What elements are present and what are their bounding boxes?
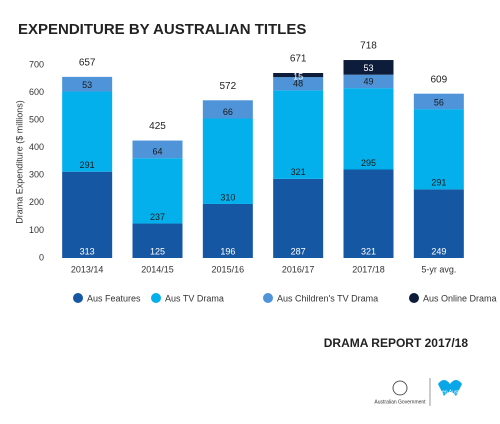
logo-right: Screen Australia xyxy=(432,380,469,396)
data-label: 48 xyxy=(293,79,303,89)
legend-label: Aus TV Drama xyxy=(165,293,224,303)
x-tick-label: 2015/16 xyxy=(212,264,245,274)
x-tick-label: 5-yr avg. xyxy=(421,264,456,274)
x-tick-label: 2014/15 xyxy=(141,264,174,274)
data-label: 237 xyxy=(150,212,165,222)
logo-right-text: Screen Australia xyxy=(432,389,469,395)
legend-swatch xyxy=(409,293,419,303)
bar-segment xyxy=(273,77,324,91)
total-label: 609 xyxy=(430,74,447,85)
total-label: 671 xyxy=(290,54,307,65)
total-label: 572 xyxy=(219,81,236,92)
bar-segment xyxy=(413,189,464,258)
y-tick-label: 500 xyxy=(29,115,44,125)
bar-segment xyxy=(413,109,464,190)
legend-label: Aus Features xyxy=(87,293,141,303)
y-tick-label: 600 xyxy=(29,87,44,97)
data-label: 66 xyxy=(223,107,233,117)
legend-swatch xyxy=(73,293,83,303)
bar-segment xyxy=(62,91,113,172)
bar-segment xyxy=(273,72,324,78)
logo-left: Australian Government xyxy=(374,380,426,405)
bar-segment xyxy=(202,118,253,204)
bar-segment xyxy=(273,90,324,179)
data-label: 321 xyxy=(361,246,376,256)
x-tick-label: 2016/17 xyxy=(282,264,315,274)
data-label: 64 xyxy=(152,147,162,157)
data-label: 249 xyxy=(431,246,446,256)
bar-segment xyxy=(343,60,394,75)
legend-label: Aus Online Drama xyxy=(423,293,497,303)
data-label: 295 xyxy=(361,158,376,168)
bar-segment xyxy=(343,88,394,170)
y-tick-label: 300 xyxy=(29,170,44,180)
bar-segment xyxy=(202,100,253,119)
bar-segment xyxy=(62,171,113,258)
data-label: 287 xyxy=(291,246,306,256)
total-label: 425 xyxy=(149,121,166,132)
bar-segment xyxy=(132,223,183,258)
total-label: 657 xyxy=(79,57,96,68)
y-tick-label: 400 xyxy=(29,142,44,152)
y-axis-label: Drama Expenditure ($ millions) xyxy=(14,100,24,224)
data-label: 313 xyxy=(80,246,95,256)
data-label: 321 xyxy=(291,167,306,177)
x-tick-label: 2017/18 xyxy=(352,264,385,274)
y-tick-label: 100 xyxy=(29,225,44,235)
data-label: 56 xyxy=(434,97,444,107)
data-label: 291 xyxy=(80,160,95,170)
bar-segment xyxy=(202,203,253,258)
y-tick-label: 200 xyxy=(29,197,44,207)
chart-title: EXPENDITURE BY AUSTRALIAN TITLES xyxy=(18,21,306,38)
bar-segment xyxy=(62,76,113,92)
bar-segment xyxy=(273,178,324,258)
logo-left-text: Australian Government xyxy=(374,399,426,405)
bar-segment xyxy=(343,74,394,89)
legend-swatch xyxy=(263,293,273,303)
screen-mark xyxy=(438,380,462,396)
bar-segment xyxy=(413,93,464,110)
footer: DRAMA REPORT 2017/18 xyxy=(324,336,469,350)
bar-segment xyxy=(132,140,183,159)
data-label: 15 xyxy=(293,71,303,81)
bar-segment xyxy=(343,169,394,258)
y-tick-label: 700 xyxy=(29,59,44,69)
x-tick-label: 2013/14 xyxy=(71,264,104,274)
bar-segment xyxy=(132,158,183,224)
data-label: 196 xyxy=(220,246,235,256)
data-label: 125 xyxy=(150,246,165,256)
legend-label: Aus Children's TV Drama xyxy=(277,293,378,303)
y-tick-label: 0 xyxy=(39,252,44,262)
total-label: 718 xyxy=(360,41,377,52)
data-label: 291 xyxy=(431,178,446,188)
data-label: 49 xyxy=(363,77,373,87)
data-label: 53 xyxy=(363,63,373,73)
crest xyxy=(392,380,408,396)
legend-swatch xyxy=(151,293,161,303)
data-label: 53 xyxy=(82,80,92,90)
data-label: 310 xyxy=(220,192,235,202)
